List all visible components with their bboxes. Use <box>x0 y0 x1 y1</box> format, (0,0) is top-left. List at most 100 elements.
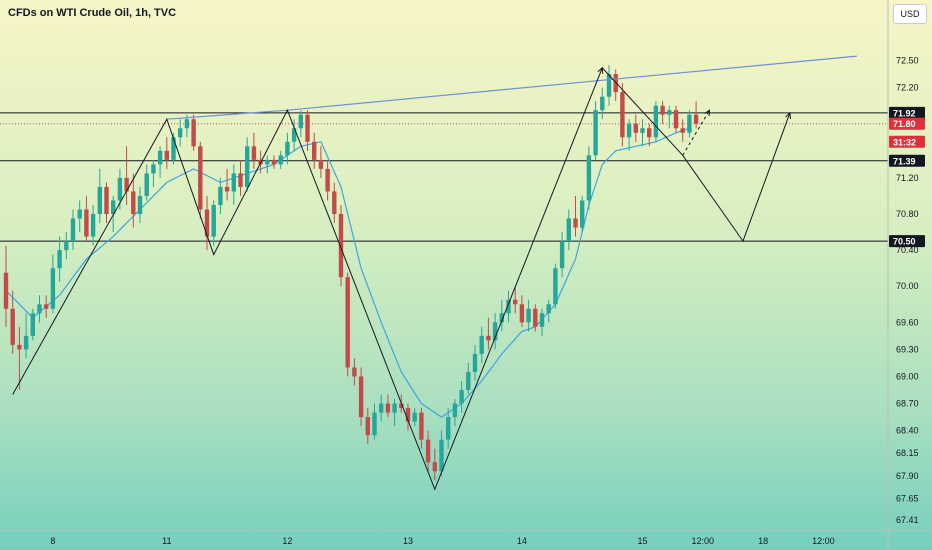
price-badge-label: 31:32 <box>893 137 916 147</box>
candle-body <box>620 92 625 138</box>
candle-body <box>385 403 391 413</box>
candle-body <box>70 218 76 242</box>
candle-body <box>137 195 143 215</box>
projection-dashed-arrowhead <box>704 109 711 117</box>
candle-body <box>191 119 196 147</box>
candle-body <box>178 128 183 138</box>
candle-body <box>519 304 525 323</box>
candle-body <box>539 313 545 327</box>
x-tick-label: 12 <box>282 536 292 546</box>
candle-body <box>606 74 612 97</box>
candle-body <box>104 186 109 215</box>
candle-body <box>224 186 230 192</box>
y-tick-label: 70.40 <box>896 245 919 255</box>
y-tick-label: 72.50 <box>896 56 919 66</box>
candle-body <box>312 141 317 160</box>
candle-body <box>566 218 571 242</box>
candle-body <box>586 155 592 201</box>
moving-average-line <box>5 127 690 418</box>
y-tick-label: 69.60 <box>896 317 919 327</box>
candle-body <box>513 299 518 305</box>
candle-body <box>64 241 69 251</box>
candle-body <box>405 408 411 422</box>
y-tick-label: 69.00 <box>896 371 919 381</box>
candle-body <box>318 159 324 169</box>
candle-body <box>412 412 417 422</box>
candle-body <box>218 186 223 205</box>
projection-arrowhead <box>785 111 791 119</box>
candle-body <box>291 128 297 142</box>
candle-body <box>338 214 344 278</box>
y-tick-label: 72.20 <box>896 83 919 93</box>
candle-body <box>265 159 270 165</box>
candle-body <box>553 268 558 305</box>
candle-body <box>439 439 444 472</box>
candle-body <box>352 367 357 377</box>
price-badge-label: 71.80 <box>893 119 916 129</box>
candle-body <box>271 159 277 165</box>
candle-body <box>298 114 303 129</box>
y-tick-label: 68.70 <box>896 399 919 409</box>
candle-body <box>97 186 102 215</box>
x-tick-label: 11 <box>162 536 171 546</box>
candle-body <box>278 155 283 165</box>
candle-body <box>546 304 551 314</box>
candle-body <box>90 214 96 237</box>
candle-body <box>211 204 216 237</box>
price-badge-label: 71.39 <box>893 156 916 166</box>
candle-body <box>44 304 49 309</box>
candle-body <box>687 114 692 133</box>
candle-body <box>653 105 659 138</box>
candle-body <box>459 390 464 404</box>
candle-body <box>372 412 377 436</box>
candle-body <box>693 114 699 124</box>
price-badge-label: 70.50 <box>893 237 916 247</box>
candle-body <box>131 191 136 215</box>
projection-path-line <box>682 112 791 243</box>
candle-body <box>124 177 129 192</box>
price-badge-bg <box>889 235 925 248</box>
candle-body <box>425 439 431 463</box>
candle-body <box>626 123 632 138</box>
candle-body <box>245 146 250 187</box>
candle-body <box>77 209 82 219</box>
candle-body <box>30 313 35 336</box>
candle-body <box>37 304 42 314</box>
candle-body <box>117 177 123 201</box>
y-tick-label: 67.90 <box>896 471 919 481</box>
candle-body <box>285 141 290 156</box>
candle-body <box>238 173 243 187</box>
currency-button[interactable]: USD <box>893 4 927 24</box>
y-tick-label: 67.41 <box>896 515 919 525</box>
candle-body <box>332 191 337 215</box>
y-tick-label: 70.00 <box>896 281 919 291</box>
candle-body <box>479 335 484 354</box>
candle-body <box>3 272 9 309</box>
candle-body <box>151 164 156 174</box>
projection-dashed-line <box>682 109 710 156</box>
candle-body <box>419 412 424 440</box>
x-tick-label: 18 <box>758 536 768 546</box>
price-badge-label: 71.92 <box>893 108 916 118</box>
y-tick-label: 68.40 <box>896 426 919 436</box>
candle-body <box>446 417 451 440</box>
candle-body <box>466 371 471 391</box>
candle-body <box>593 110 598 156</box>
y-tick-label: 70.80 <box>896 209 919 219</box>
price-badge-bg <box>889 135 925 148</box>
candle-body <box>157 150 163 165</box>
candle-body <box>358 376 364 418</box>
candle-body <box>379 403 384 413</box>
candle-body <box>452 403 458 418</box>
candle-body <box>50 268 56 309</box>
candle-body <box>499 313 504 323</box>
candle-body <box>580 200 585 228</box>
candle-body <box>492 322 498 341</box>
zigzag-peak-arrowhead <box>597 66 604 74</box>
candle-body <box>506 299 511 314</box>
candle-body <box>144 173 149 196</box>
candle-body <box>640 128 645 133</box>
candle-body <box>365 417 370 436</box>
